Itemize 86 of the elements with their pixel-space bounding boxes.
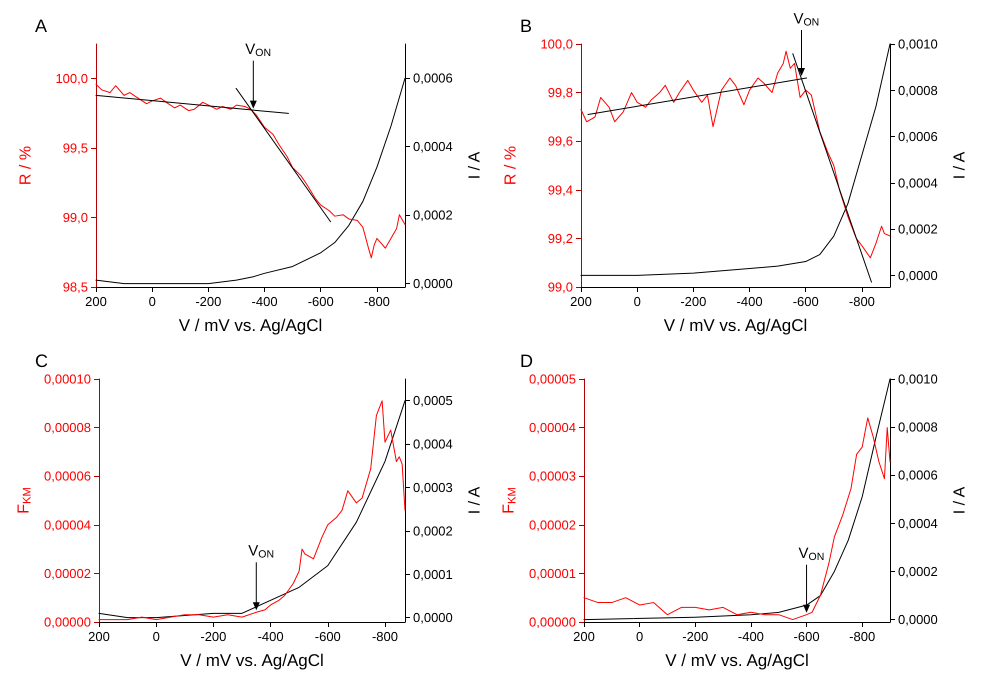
y-tick-label: 0,00008	[44, 420, 91, 436]
x-tick-label: -800	[364, 294, 390, 309]
y-tick-label: 99,5	[62, 140, 88, 156]
x-tick-label: -800	[848, 294, 875, 309]
x-tick-label: 200	[85, 294, 107, 309]
y2-tick-label: 0,0002	[413, 208, 453, 223]
x-tick-label: -200	[200, 629, 226, 644]
y2-axis-title: I / A	[466, 486, 484, 514]
x-tick-label: -400	[738, 629, 764, 644]
y-tick-label: 0,00000	[528, 614, 576, 630]
y-axis-title: FKM	[16, 487, 34, 514]
x-tick-label: -800	[372, 629, 398, 644]
y2-tick-label: 0,0008	[898, 82, 938, 98]
y2-tick-label: 0,0000	[898, 268, 938, 283]
chart-title: A	[35, 16, 48, 36]
x-tick-label: 0	[152, 629, 160, 644]
x-tick-label: 0	[636, 629, 644, 644]
chart-title: B	[520, 16, 532, 36]
y-tick-label: 0,00002	[528, 517, 576, 532]
y-tick-label: 99,6	[548, 134, 573, 149]
x-tick-label: -200	[195, 294, 222, 309]
y-tick-label: 0,00005	[528, 372, 576, 386]
y2-tick-label: 0,0006	[413, 70, 453, 86]
y2-tick-label: 0,0004	[413, 436, 453, 452]
y2-tick-label: 0,0004	[898, 516, 938, 531]
x-tick-label: -200	[682, 629, 708, 644]
y-tick-label: 100,0	[55, 71, 88, 86]
y-tick-label: 99,2	[548, 230, 573, 246]
x-axis-title: V / mV vs. Ag/AgCl	[665, 651, 809, 670]
y-tick-label: 0,00001	[528, 566, 576, 581]
y2-tick-label: 0,0000	[413, 610, 453, 626]
y-tick-label: 99,0	[548, 280, 573, 294]
x-tick-label: -600	[792, 294, 819, 309]
x-axis-title: V / mV vs. Ag/AgCl	[178, 316, 322, 335]
y-tick-label: 0,00000	[44, 614, 91, 630]
x-tick-label: 0	[148, 294, 156, 309]
y2-tick-label: 0,0010	[898, 372, 938, 386]
y-tick-label: 99,0	[62, 210, 88, 226]
y-tick-label: 0,00002	[44, 566, 91, 581]
x-tick-label: -800	[849, 629, 876, 644]
x-tick-label: 0	[634, 294, 641, 309]
x-tick-label: -400	[252, 294, 278, 309]
chart-title: C	[35, 351, 48, 371]
x-axis-title: V / mV vs. Ag/AgCl	[180, 651, 324, 670]
x-tick-label: -600	[794, 629, 820, 644]
y-tick-label: 0,00004	[44, 517, 91, 532]
y-tick-label: 0,00010	[44, 372, 91, 386]
y2-tick-label: 0,0002	[898, 222, 938, 237]
y2-tick-label: 0,0006	[898, 129, 938, 144]
y-tick-label: 0,00004	[528, 420, 576, 436]
line-series	[96, 84, 406, 258]
y-tick-label: 100,0	[540, 36, 573, 52]
x-tick-label: 200	[573, 629, 595, 644]
y2-tick-label: 0,0004	[898, 175, 938, 190]
x-tick-label: -400	[736, 294, 763, 309]
y2-tick-label: 0,0010	[898, 36, 938, 52]
y2-tick-label: 0,0001	[413, 566, 453, 582]
y2-axis-title: I / A	[952, 151, 968, 180]
y2-axis-title: I / A	[466, 151, 484, 180]
y2-tick-label: 0,0002	[898, 564, 938, 579]
x-tick-label: 200	[570, 294, 592, 309]
y2-axis-title: I / A	[952, 486, 968, 514]
y2-tick-label: 0,0000	[413, 276, 453, 292]
y2-tick-label: 0,0006	[898, 468, 938, 483]
x-tick-label: -600	[308, 294, 334, 309]
y2-tick-label: 0,0004	[413, 139, 453, 154]
y-tick-label: 0,00006	[44, 468, 91, 484]
x-tick-label: -200	[680, 294, 706, 309]
y2-tick-label: 0,0008	[898, 420, 938, 435]
x-tick-label: -600	[314, 629, 341, 644]
x-tick-label: 200	[88, 629, 110, 644]
y-tick-label: 99,8	[548, 85, 573, 100]
y2-tick-label: 0,0005	[413, 393, 453, 408]
y2-tick-label: 0,0002	[413, 523, 453, 538]
y2-tick-label: 0,0000	[898, 612, 938, 628]
line-series	[583, 417, 890, 620]
y-tick-label: 99,4	[548, 182, 573, 198]
x-tick-label: -400	[258, 629, 284, 644]
y-axis-title: FKM	[500, 487, 519, 514]
y-tick-label: 0,00003	[528, 468, 576, 484]
y2-tick-label: 0,0003	[413, 480, 453, 495]
y-axis-title: R / %	[502, 146, 520, 186]
x-axis-title: V / mV vs. Ag/AgCl	[664, 316, 808, 335]
y-axis-title: R / %	[18, 146, 34, 186]
chart-title: D	[520, 351, 533, 371]
y-tick-label: 98,5	[62, 280, 88, 294]
